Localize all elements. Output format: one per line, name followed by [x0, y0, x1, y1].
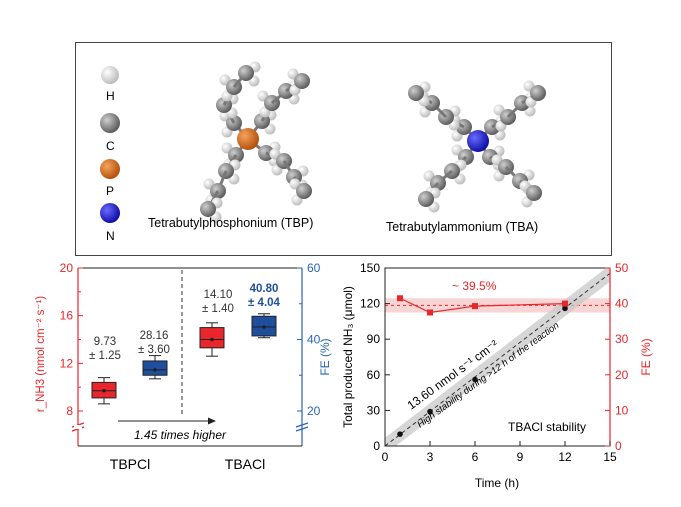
- x-tick-label: 3: [427, 450, 434, 464]
- fe-tick-label: 10: [615, 403, 629, 417]
- tbp-molecule: [200, 61, 312, 223]
- fe-point: [427, 309, 433, 316]
- fe-tbpcl-mean-point: [153, 368, 157, 372]
- x-tick-label: 9: [517, 450, 524, 464]
- fe-tick-label: 50: [615, 261, 629, 275]
- category-tbpcl: TBPCl: [110, 456, 150, 472]
- carbon-atom: [296, 183, 312, 199]
- y-tick-label: 60: [367, 368, 381, 382]
- x-tick-label: 12: [558, 450, 572, 464]
- fe-point: [562, 300, 568, 307]
- fe-tbacl-mean-point: [262, 325, 266, 329]
- yield-tbacl-box: [199, 327, 225, 349]
- legend-h: H: [106, 89, 115, 103]
- category-tbacl: TBACl: [225, 456, 265, 472]
- molecule-svg: H C P N Tetrabutylphosphonium (TBP) Tetr…: [100, 61, 546, 243]
- fit-confidence-band: [385, 268, 610, 446]
- axis-break-right-icon: [295, 422, 309, 432]
- improvement-note: 1.45 times higher: [134, 428, 227, 442]
- fe-range-band: [385, 298, 610, 313]
- right-ylabel-fe: FE (%): [318, 338, 332, 375]
- fe-tbpcl-box: [142, 360, 168, 376]
- fe-tick-label: 0: [615, 439, 622, 453]
- fe-tick-label: 30: [615, 332, 629, 346]
- nitrogen-atom-icon: [100, 203, 120, 223]
- carbon-atom: [200, 201, 216, 217]
- legend-c: C: [106, 139, 115, 153]
- tba-fe-value: 40.80: [250, 283, 279, 295]
- carbon-atom: [408, 85, 424, 101]
- fe-point: [397, 295, 403, 302]
- phosphorus-atom-icon: [100, 159, 120, 179]
- molecule-panel: H C P N Tetrabutylphosphonium (TBP) Tetr…: [75, 42, 612, 256]
- legend-p: P: [106, 184, 114, 198]
- x-tick-label: 6: [472, 450, 479, 464]
- yield-tbpcl-mean-point: [102, 388, 106, 393]
- carbon-atom: [418, 191, 434, 207]
- fe-series-line: [399, 297, 566, 314]
- axis-break-gap: [74, 425, 82, 429]
- fe-tbacl-box: [251, 315, 277, 337]
- carbon-atom-icon: [100, 113, 120, 133]
- arrowhead-icon: [208, 417, 216, 425]
- tbp-fe-err: ± 3.60: [138, 344, 170, 356]
- tba-yield-err: ± 1.40: [202, 303, 234, 315]
- left-tick-label: 16: [60, 309, 74, 323]
- y-tick-label: 150: [360, 261, 380, 275]
- right-chart-ylabel: Total produced NH₃ (μmol): [341, 286, 355, 428]
- nh3-point: [562, 305, 568, 312]
- nh3-point: [427, 408, 433, 415]
- left-tick-label: 8: [66, 404, 73, 418]
- y-tick-label: 30: [367, 403, 381, 417]
- carbon-atom: [526, 185, 542, 201]
- nh3-point: [472, 376, 478, 383]
- hydrogen-atom-icon: [101, 66, 119, 84]
- left-ylabel: r_NH3 (nmol cm⁻² s⁻¹): [35, 296, 47, 412]
- x-tick-label: 0: [382, 450, 389, 464]
- yield-tbpcl-box: [91, 381, 117, 399]
- tbp-fe-value: 28.16: [140, 330, 169, 342]
- nh3-point: [397, 431, 403, 437]
- central-atom: [467, 130, 489, 152]
- legend-n: N: [106, 229, 115, 243]
- stability-title: TBACl stability: [508, 420, 586, 434]
- tba-yield-value: 14.10: [204, 289, 233, 301]
- y-tick-label: 0: [373, 439, 380, 453]
- rate-label: 13.60 nmol s⁻¹ cm⁻²: [405, 337, 501, 412]
- tba-molecule: [408, 80, 546, 213]
- yield-tbacl-mean-point: [210, 337, 214, 342]
- carbon-atom: [530, 85, 546, 101]
- fe-tick-label: 20: [615, 368, 629, 382]
- right-tick-label: 40: [307, 333, 321, 347]
- left-tick-label: 20: [60, 261, 74, 275]
- fe-tick-label: 40: [615, 297, 629, 311]
- right-tick-label: 20: [307, 404, 321, 418]
- tba-label: Tetrabutylammonium (TBA): [386, 220, 538, 234]
- tba-fe-err: ± 4.04: [248, 297, 280, 309]
- fe-point: [472, 303, 478, 310]
- y-tick-label: 90: [367, 332, 381, 346]
- right-tick-label: 60: [307, 261, 321, 275]
- carbon-atom: [294, 73, 310, 89]
- right-chart-fe-label: FE (%): [639, 338, 653, 375]
- x-tick-label: 15: [603, 450, 617, 464]
- atom-legend: H C P N: [100, 66, 120, 243]
- box-chart-axes: [77, 267, 303, 447]
- tbp-yield-value: 9.73: [94, 336, 116, 348]
- y-tick-label: 120: [360, 297, 380, 311]
- fit-line: [385, 272, 610, 446]
- left-tick-label: 12: [60, 356, 74, 370]
- right-chart-xlabel: Time (h): [475, 476, 519, 490]
- tbp-yield-err: ± 1.25: [89, 350, 121, 362]
- stability-note: High stability during >12 h of the react…: [415, 320, 561, 430]
- stability-chart-axes: [384, 267, 611, 447]
- central-atom: [237, 128, 259, 150]
- axis-break-left-icon: [71, 422, 85, 432]
- fe-average-label: ~ 39.5%: [452, 279, 497, 293]
- tbp-label: Tetrabutylphosphonium (TBP): [148, 216, 313, 230]
- carbon-atom: [238, 65, 254, 81]
